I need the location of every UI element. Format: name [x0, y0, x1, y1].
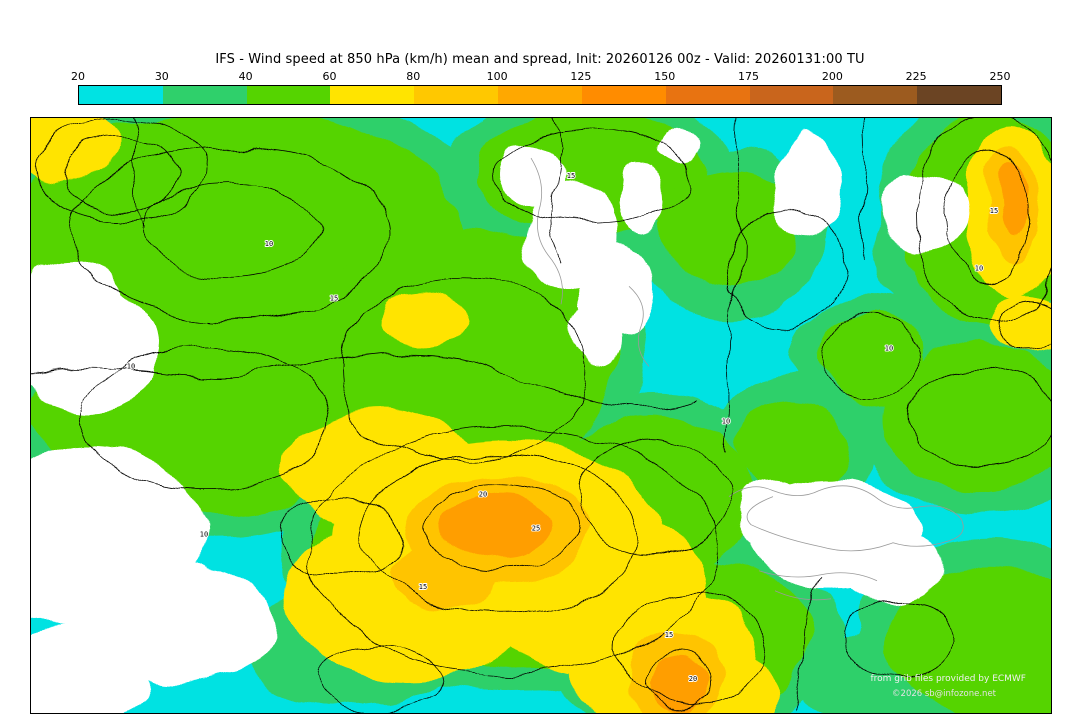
- page-title: IFS - Wind speed at 850 hPa (km/h) mean …: [215, 52, 865, 67]
- colorbar-segment: [833, 86, 918, 104]
- colorbar-segment: [79, 86, 163, 104]
- colorbar-segment: [414, 86, 499, 104]
- wind-map: 15 10 20 25 15 10 15 20 15 10 10 10 15 10 from grib f…: [31, 118, 1051, 713]
- contour-label: 10: [722, 418, 730, 426]
- wind-orange-deep-layer: [444, 166, 1029, 712]
- colorbar-segment: [917, 86, 1001, 104]
- colorbar-tick-label: 125: [570, 70, 592, 83]
- colorbar-tick-label: 40: [238, 70, 253, 83]
- colorbar-segment: [581, 86, 666, 104]
- contour-labels: 15 10 20 25 15 10 15 20 15 10 10 10 15 10: [126, 171, 999, 684]
- colorbar: [78, 85, 1002, 105]
- colorbar-tick-label: 60: [322, 70, 337, 83]
- colorbar-segments: [79, 86, 1001, 104]
- colorbar-tick-label: 150: [654, 70, 676, 83]
- contour-label: 10: [127, 362, 135, 370]
- colorbar-segment: [162, 86, 247, 104]
- colorbar-segment: [246, 86, 331, 104]
- contour-label: 10: [885, 344, 893, 352]
- map-frame: 15 10 20 25 15 10 15 20 15 10 10 10 15 10 from grib f…: [30, 117, 1052, 714]
- attribution-line2: ©2026 sb@infozone.net: [892, 689, 997, 699]
- contour-label: 25: [532, 525, 540, 533]
- contour-label: 15: [990, 207, 998, 215]
- colorbar-segment: [665, 86, 750, 104]
- colorbar-tick-label: 80: [406, 70, 421, 83]
- colorbar-tick-label: 100: [486, 70, 508, 83]
- contour-label: 15: [330, 294, 338, 302]
- contour-label: 20: [479, 491, 487, 499]
- contour-label: 10: [975, 264, 983, 272]
- contour-label: 15: [665, 631, 673, 639]
- contour-label: 10: [265, 240, 273, 248]
- colorbar-tick-label: 175: [738, 70, 760, 83]
- contour-label: 15: [567, 172, 575, 180]
- colorbar-tick-label: 30: [154, 70, 169, 83]
- contour-lines: [31, 118, 1051, 713]
- contour-label: 10: [200, 531, 208, 539]
- colorbar-tick-label: 225: [905, 70, 927, 83]
- colorbar-segment: [498, 86, 582, 104]
- colorbar-ticks: 20 30 40 60 80 100 125 150 175 200 225 250: [71, 70, 1011, 83]
- coastlines: [530, 157, 964, 601]
- contour-label: 15: [419, 583, 427, 591]
- colorbar-tick-label: 200: [821, 70, 843, 83]
- colorbar-tick-label: 250: [989, 70, 1011, 83]
- colorbar-tick-label: 20: [71, 70, 85, 83]
- low-wind-white-layer: [31, 128, 967, 713]
- colorbar-segment: [749, 86, 834, 104]
- attribution-line1: from grib files provided by ECMWF: [870, 674, 1026, 684]
- colorbar-segment: [330, 86, 415, 104]
- contour-label: 20: [689, 675, 697, 683]
